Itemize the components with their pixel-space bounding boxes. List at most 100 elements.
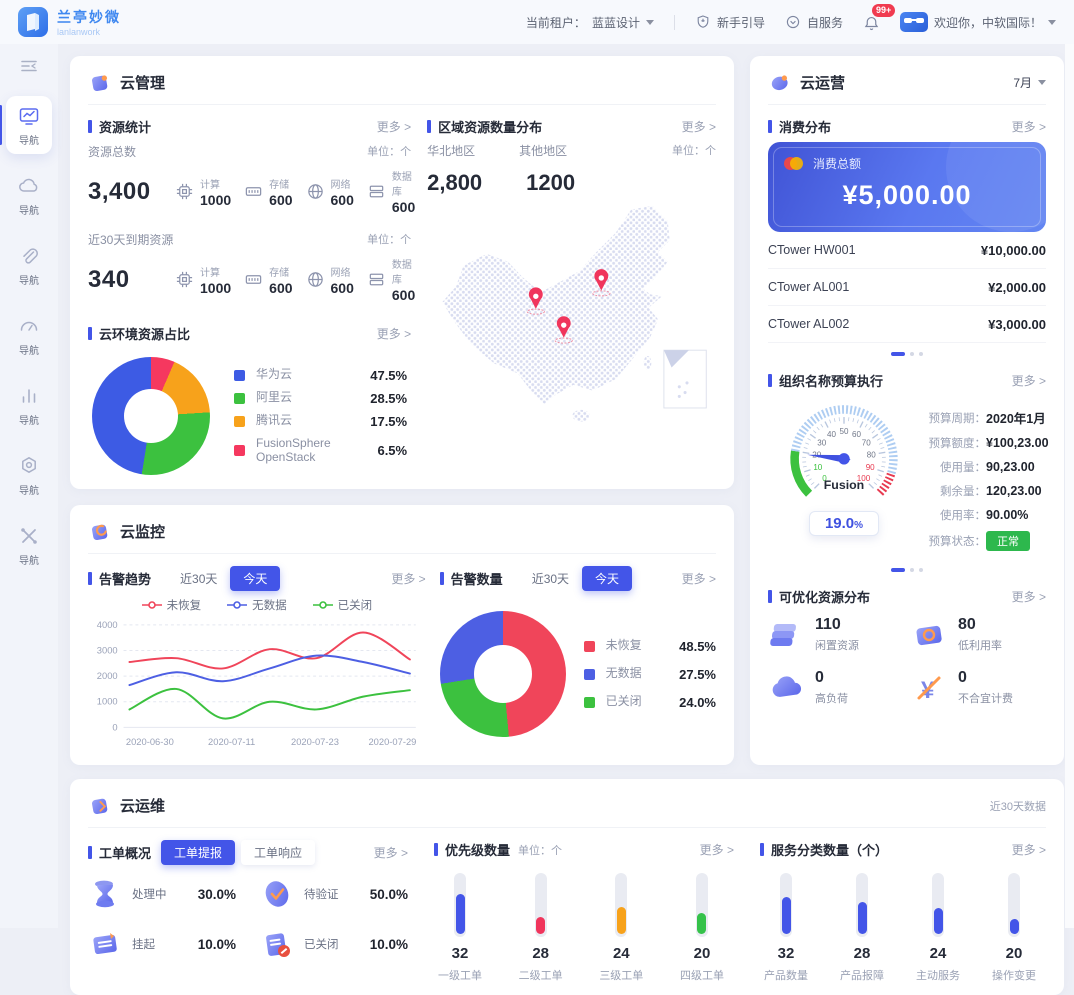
svg-text:2020-07-11: 2020-07-11 bbox=[208, 737, 255, 747]
area-value: 2,800 bbox=[427, 170, 482, 196]
more-link[interactable]: 更多 > bbox=[374, 844, 408, 861]
avatar bbox=[900, 12, 928, 32]
tab-ticket-response[interactable]: 工单响应 bbox=[241, 840, 315, 865]
more-link[interactable]: 更多 > bbox=[1012, 118, 1046, 135]
cloud-monitor-card: 云监控 告警趋势 近30天 今天 更多 > 未恢复无数据 bbox=[70, 505, 734, 765]
list-item[interactable]: CTower AL001¥2,000.00 bbox=[768, 269, 1046, 306]
sidebar-item-dashboard[interactable]: 导航 bbox=[6, 96, 52, 154]
sidebar-item-label: 导航 bbox=[19, 132, 39, 147]
cloud-monitor-icon bbox=[88, 520, 111, 543]
section-marker bbox=[760, 843, 764, 856]
bar-item: 32 产品数量 bbox=[764, 873, 808, 983]
self-service-button[interactable]: 自服务 bbox=[785, 14, 843, 31]
section-title: 告警数量 bbox=[451, 569, 503, 588]
budget-gauge-chart: 0102030405060708090100Fusion 19.0% bbox=[768, 396, 920, 536]
welcome-text: 欢迎你，中软国际！ bbox=[934, 14, 1042, 31]
svg-text:10: 10 bbox=[813, 463, 822, 472]
collapse-menu-icon[interactable] bbox=[19, 56, 39, 76]
sidebar-item-tools[interactable]: 导航 bbox=[6, 516, 52, 574]
legend-item: 未恢复 bbox=[142, 597, 202, 613]
verify-check-icon bbox=[260, 877, 294, 911]
main-content: 云管理 资源统计 更多 > 资源总数 单位：个 bbox=[58, 44, 1064, 928]
section-title: 消费分布 bbox=[779, 117, 831, 136]
more-link[interactable]: 更多 > bbox=[377, 325, 411, 342]
svg-text:60: 60 bbox=[852, 430, 861, 439]
cpu-icon bbox=[175, 182, 194, 201]
more-link[interactable]: 更多 > bbox=[391, 570, 425, 587]
svg-text:30: 30 bbox=[817, 439, 826, 448]
sidebar-item-label: 导航 bbox=[19, 482, 39, 497]
legend-item: 已关闭 bbox=[313, 597, 373, 613]
section-marker bbox=[440, 572, 444, 585]
sidebar-item-settings[interactable]: 导航 bbox=[6, 446, 52, 504]
tools-icon bbox=[18, 525, 40, 547]
month-select[interactable]: 7月 bbox=[1013, 74, 1046, 91]
self-service-label: 自服务 bbox=[807, 14, 843, 31]
tenant-select[interactable]: 当前租户： 蓝蓝设计 bbox=[526, 14, 654, 31]
section-title: 告警趋势 bbox=[99, 569, 151, 588]
more-link[interactable]: 更多 > bbox=[1012, 588, 1046, 605]
side-nav: 导航 导航 导航 导航 导航 导航 导航 bbox=[0, 44, 58, 928]
stat-row-label: 资源总数 bbox=[88, 143, 136, 160]
sidebar-item-label: 导航 bbox=[19, 202, 39, 217]
guide-button[interactable]: 新手引导 bbox=[695, 14, 765, 31]
sidebar-item-attachments[interactable]: 导航 bbox=[6, 236, 52, 294]
more-link[interactable]: 更多 > bbox=[1012, 841, 1046, 858]
scrollbar[interactable] bbox=[1065, 44, 1074, 928]
hourglass-icon bbox=[88, 877, 122, 911]
area-value: 1200 bbox=[526, 170, 575, 196]
bar-item: 28 二级工单 bbox=[519, 873, 563, 983]
gauge-value-box: 19.0% bbox=[809, 511, 879, 536]
sidebar-item-gauge[interactable]: 导航 bbox=[6, 306, 52, 364]
user-menu[interactable]: 欢迎你，中软国际！ bbox=[900, 12, 1056, 32]
more-link[interactable]: 更多 > bbox=[1012, 372, 1046, 389]
more-link[interactable]: 更多 > bbox=[682, 118, 716, 135]
notifications-button[interactable]: 99+ bbox=[863, 12, 880, 32]
more-link[interactable]: 更多 > bbox=[377, 118, 411, 135]
svg-text:4000: 4000 bbox=[97, 620, 118, 630]
tab-last-30-days[interactable]: 近30天 bbox=[519, 566, 582, 591]
list-item[interactable]: CTower AL002¥3,000.00 bbox=[768, 306, 1046, 343]
svg-text:2020-07-23: 2020-07-23 bbox=[291, 737, 339, 747]
tab-today[interactable]: 今天 bbox=[582, 566, 632, 591]
app-logo[interactable]: 兰亭妙微 lanlanwork bbox=[18, 7, 121, 37]
trend-legend: 未恢复无数据已关闭 bbox=[88, 597, 426, 613]
list-item[interactable]: CTower HW001¥10,000.00 bbox=[768, 232, 1046, 269]
unit-label: 单位：个 bbox=[367, 231, 411, 248]
sidebar-item-label: 导航 bbox=[19, 552, 39, 567]
tab-today[interactable]: 今天 bbox=[230, 566, 280, 591]
notification-badge: 99+ bbox=[872, 4, 895, 17]
pagination-dots[interactable] bbox=[768, 343, 1046, 359]
section-title: 可优化资源分布 bbox=[779, 587, 870, 606]
guide-label: 新手引导 bbox=[717, 14, 765, 31]
more-link[interactable]: 更多 > bbox=[700, 841, 734, 858]
priority-bars-chart: 32 一级工单 28 二级工单 24 三级工单 bbox=[434, 865, 734, 983]
section-title: 区域资源数量分布 bbox=[438, 117, 542, 136]
tab-ticket-report[interactable]: 工单提报 bbox=[161, 840, 235, 865]
chevron-down-icon bbox=[1048, 20, 1056, 25]
pagination-dots[interactable] bbox=[768, 559, 1046, 575]
shield-icon bbox=[695, 14, 711, 30]
layers-icon bbox=[768, 617, 804, 653]
sidebar-item-analytics[interactable]: 导航 bbox=[6, 376, 52, 434]
sidebar-item-cloud[interactable]: 导航 bbox=[6, 166, 52, 224]
more-link[interactable]: 更多 > bbox=[682, 570, 716, 587]
tab-last-30-days[interactable]: 近30天 bbox=[167, 566, 230, 591]
area-name: 华北地区 bbox=[427, 142, 475, 159]
svg-text:3000: 3000 bbox=[97, 645, 118, 655]
svg-text:1000: 1000 bbox=[97, 697, 118, 707]
